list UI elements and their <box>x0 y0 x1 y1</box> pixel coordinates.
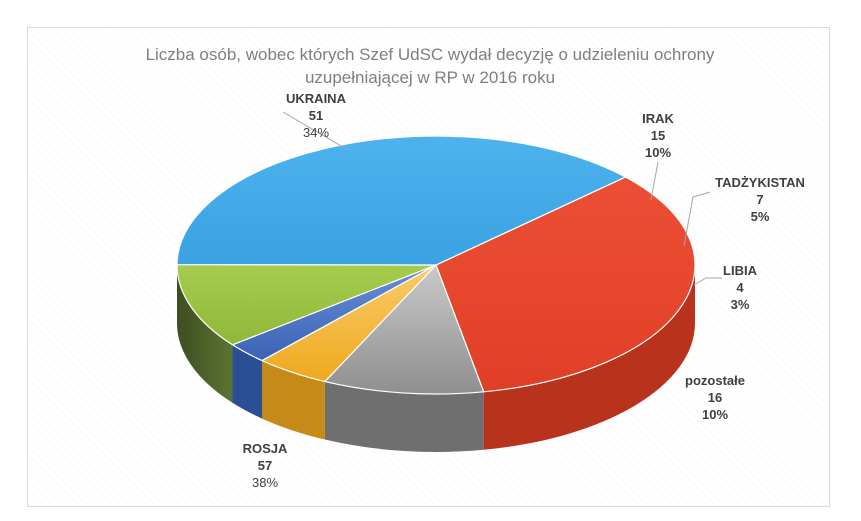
pie-side-tadżykistan <box>262 360 325 440</box>
data-label-name: ROSJA <box>242 441 288 456</box>
data-label-value: 16 <box>707 390 723 405</box>
data-label-percent: 10% <box>701 407 729 422</box>
data-label-libia: LIBIA 4 3% <box>680 262 800 313</box>
data-label-percent: 34% <box>302 125 330 140</box>
data-label-tadżykistan: TADŻYKISTAN 7 5% <box>700 174 820 225</box>
data-label-ukraina: UKRAINA 51 34% <box>256 90 376 141</box>
leader-line-irak <box>650 161 659 201</box>
pie-side-ukraina <box>483 265 695 450</box>
leader-line-tadżykistan <box>683 191 711 247</box>
pie-slice-rosja <box>176 135 627 266</box>
data-label-name: IRAK <box>642 111 674 126</box>
data-label-value: 7 <box>756 192 764 207</box>
data-label-percent: 38% <box>251 475 279 490</box>
pie-side-pozostałe <box>177 265 233 403</box>
data-label-name: pozostałe <box>685 373 745 388</box>
pie-slice-ukraina <box>435 176 696 393</box>
data-label-rosja: ROSJA 57 38% <box>205 440 325 491</box>
data-label-irak: IRAK 15 10% <box>598 110 718 161</box>
chart-title: Liczba osób, wobec których Szef UdSC wyd… <box>145 45 715 87</box>
data-label-value: 4 <box>736 280 744 295</box>
leader-line-ukraina <box>282 111 349 151</box>
data-label-name: UKRAINA <box>286 91 346 106</box>
data-label-percent: 3% <box>730 297 750 312</box>
data-label-name: TADŻYKISTAN <box>715 175 805 190</box>
pie-slice-irak <box>323 263 485 395</box>
data-label-value: 57 <box>257 458 273 473</box>
pie-side-libia <box>232 344 263 419</box>
data-label-name: LIBIA <box>723 263 757 278</box>
data-label-percent: 5% <box>750 209 770 224</box>
data-label-percent: 10% <box>644 145 672 160</box>
leader-line-libia <box>693 277 722 286</box>
data-label-value: 51 <box>308 108 324 123</box>
data-label-pozostałe: pozostałe 16 10% <box>655 372 775 423</box>
pie-slice-pozostałe <box>176 263 437 346</box>
data-label-value: 15 <box>650 128 666 143</box>
pie-side-irak <box>324 381 484 452</box>
